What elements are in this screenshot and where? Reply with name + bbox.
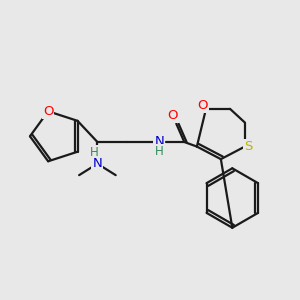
Text: O: O [168,109,178,122]
Text: H: H [155,145,164,158]
Text: N: N [154,136,164,148]
Text: N: N [92,157,102,170]
Text: O: O [43,105,53,118]
Text: O: O [197,99,208,112]
Text: H: H [90,146,98,159]
Text: S: S [244,140,253,153]
